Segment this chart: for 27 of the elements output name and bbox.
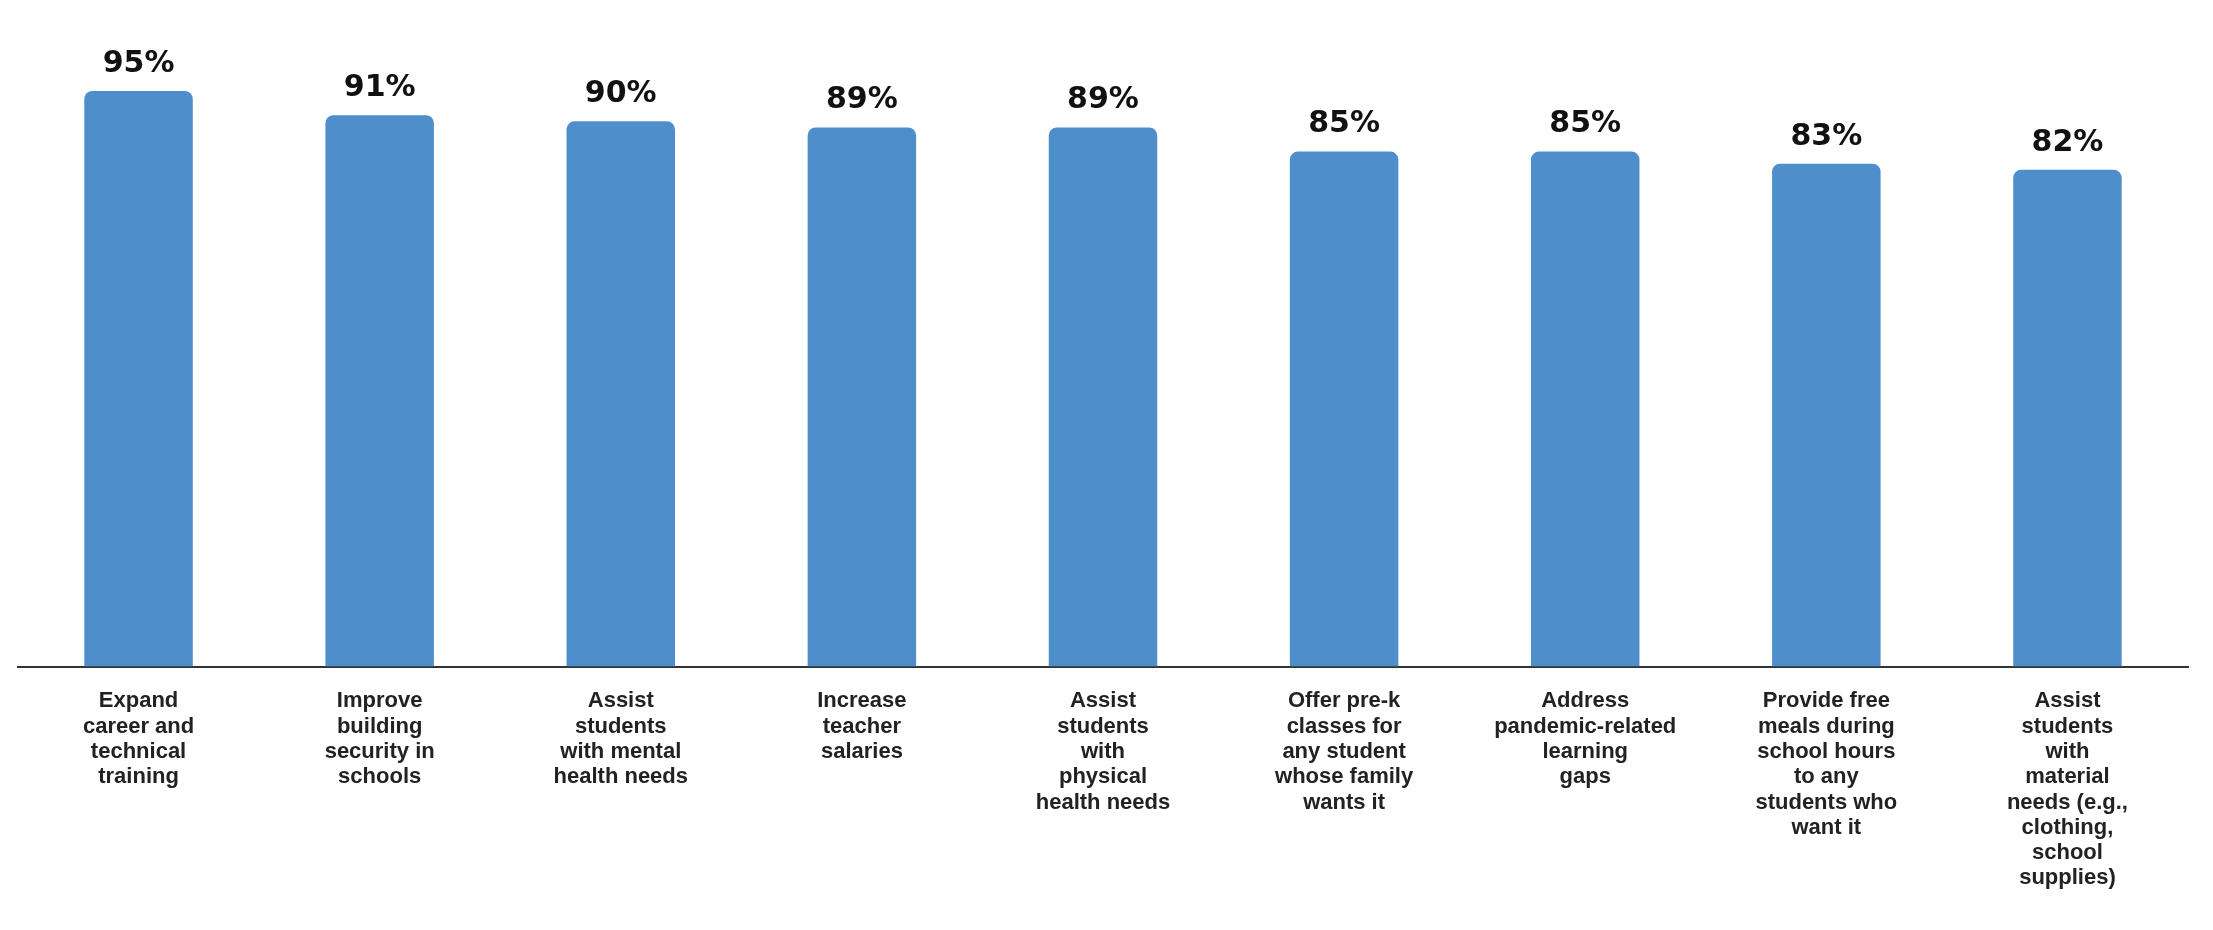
data-label: 83% [1790, 116, 1863, 152]
x-tick-label: Assist students with material needs (e.g., clothing, school supplies) [2006, 687, 2128, 890]
bar [2013, 169, 2122, 667]
bar [1530, 151, 1640, 667]
data-label: 85% [1308, 104, 1381, 140]
data-label: 91% [343, 68, 416, 104]
x-tick-label: Assist students with physical health needs [1035, 687, 1171, 814]
data-label: 85% [1549, 104, 1622, 140]
x-tick-label: Address pandemic-related learning gaps [1494, 687, 1677, 789]
x-tick-label: Assist students with mental health needs [553, 687, 689, 789]
x-tick-label: Expand career and technical training [82, 687, 195, 789]
x-tick-label: Increase teacher salaries [817, 687, 907, 763]
bar [1772, 163, 1881, 667]
x-tick-label: Improve building security in schools [324, 687, 435, 789]
bar [1048, 127, 1158, 667]
data-label: 95% [102, 43, 175, 79]
bar [325, 115, 434, 667]
data-label: 90% [584, 74, 657, 110]
x-tick-label: Offer pre-k classes for any student whose family wants it [1274, 687, 1414, 814]
x-tick-label: Provide free meals during school hours to any students who want it [1755, 687, 1898, 839]
bar [566, 121, 676, 667]
bar [1289, 151, 1399, 667]
data-label: 89% [1067, 80, 1139, 116]
bar [807, 127, 917, 667]
bar [84, 91, 193, 667]
data-label: 89% [825, 80, 898, 116]
data-label: 82% [2031, 122, 2104, 158]
